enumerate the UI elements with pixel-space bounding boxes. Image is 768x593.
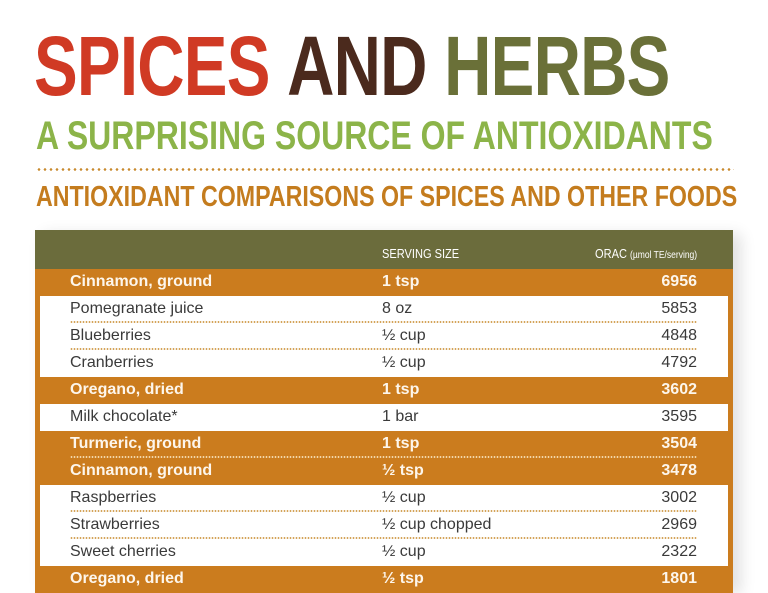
orac-value: 3602	[661, 381, 697, 398]
table-row-spice: Cinnamon, ground 1 tsp 6956	[35, 269, 733, 296]
title-word-and: AND	[287, 19, 427, 113]
orac-value: 6956	[661, 273, 697, 290]
title-word-spices: SPICES	[34, 19, 270, 113]
orac-value: 5853	[661, 300, 697, 317]
table-row-food: Milk chocolate* 1 bar 3595	[40, 404, 728, 431]
dotted-divider	[36, 168, 734, 171]
food-name: Cinnamon, ground	[70, 273, 213, 290]
food-name: Turmeric, ground	[70, 435, 202, 452]
table-row-food: Cranberries ½ cup 4792	[40, 350, 728, 377]
table-header: SERVING SIZE ORAC (µmol TE/serving)	[35, 230, 733, 269]
food-name: Oregano, dried	[70, 381, 184, 398]
table-row-food: Sweet cherries ½ cup 2322	[40, 539, 728, 566]
orac-unit: (µmol TE/serving)	[629, 250, 697, 261]
table-row-spice: Turmeric, ground 1 tsp 3504	[35, 431, 733, 458]
table-row-food: Strawberries ½ cup chopped 2969	[40, 512, 728, 539]
title-word-herbs: HERBS	[444, 19, 670, 113]
column-header-orac: ORAC (µmol TE/serving)	[595, 246, 697, 261]
serving-size: ½ cup chopped	[382, 516, 492, 533]
serving-size: ½ cup	[382, 543, 426, 560]
column-header-serving-size: SERVING SIZE	[382, 246, 460, 261]
orac-value: 4848	[661, 327, 697, 344]
main-title: SPICES AND HERBS	[34, 19, 670, 113]
food-name: Pomegranate juice	[70, 300, 204, 317]
serving-size: ½ tsp	[382, 570, 424, 587]
serving-size: 8 oz	[382, 300, 413, 317]
table-row-food: Pomegranate juice 8 oz 5853	[40, 296, 728, 323]
table-row-spice: Oregano, dried 1 tsp 3602	[35, 377, 733, 404]
orac-value: 3002	[661, 489, 697, 506]
orac-value: 3478	[661, 462, 697, 479]
serving-size: 1 tsp	[382, 381, 420, 398]
food-name: Sweet cherries	[70, 543, 176, 560]
orac-label: ORAC	[594, 246, 627, 261]
food-name: Strawberries	[70, 516, 160, 533]
serving-size: ½ tsp	[382, 462, 424, 479]
food-name: Blueberries	[70, 327, 151, 344]
orac-value: 1801	[661, 570, 697, 587]
table-row-food: Blueberries ½ cup 4848	[40, 323, 728, 350]
food-name: Raspberries	[70, 489, 157, 506]
table-row-food: Raspberries ½ cup 3002	[40, 485, 728, 512]
food-name: Cranberries	[70, 354, 154, 371]
serving-size: ½ cup	[382, 354, 426, 371]
serving-size: 1 tsp	[382, 435, 420, 452]
orac-value: 2969	[661, 516, 697, 533]
orac-value: 3504	[661, 435, 697, 452]
serving-size: 1 tsp	[382, 273, 420, 290]
table-row-spice: Oregano, dried ½ tsp 1801	[35, 566, 733, 593]
table-row-spice: Cinnamon, ground ½ tsp 3478	[35, 458, 733, 485]
serving-size: 1 bar	[382, 408, 419, 425]
subtitle: A SURPRISING SOURCE OF ANTIOXIDANTS	[36, 114, 713, 158]
orac-value: 2322	[661, 543, 697, 560]
orac-value: 3595	[661, 408, 697, 425]
food-name: Milk chocolate*	[70, 408, 178, 425]
serving-size: ½ cup	[382, 327, 426, 344]
serving-size: ½ cup	[382, 489, 426, 506]
orac-comparison-table: SERVING SIZE ORAC (µmol TE/serving) Cinn…	[35, 230, 733, 593]
food-name: Oregano, dried	[70, 570, 184, 587]
food-name: Cinnamon, ground	[70, 462, 213, 479]
section-heading: ANTIOXIDANT COMPARISONS OF SPICES AND OT…	[36, 181, 738, 213]
orac-value: 4792	[661, 354, 697, 371]
